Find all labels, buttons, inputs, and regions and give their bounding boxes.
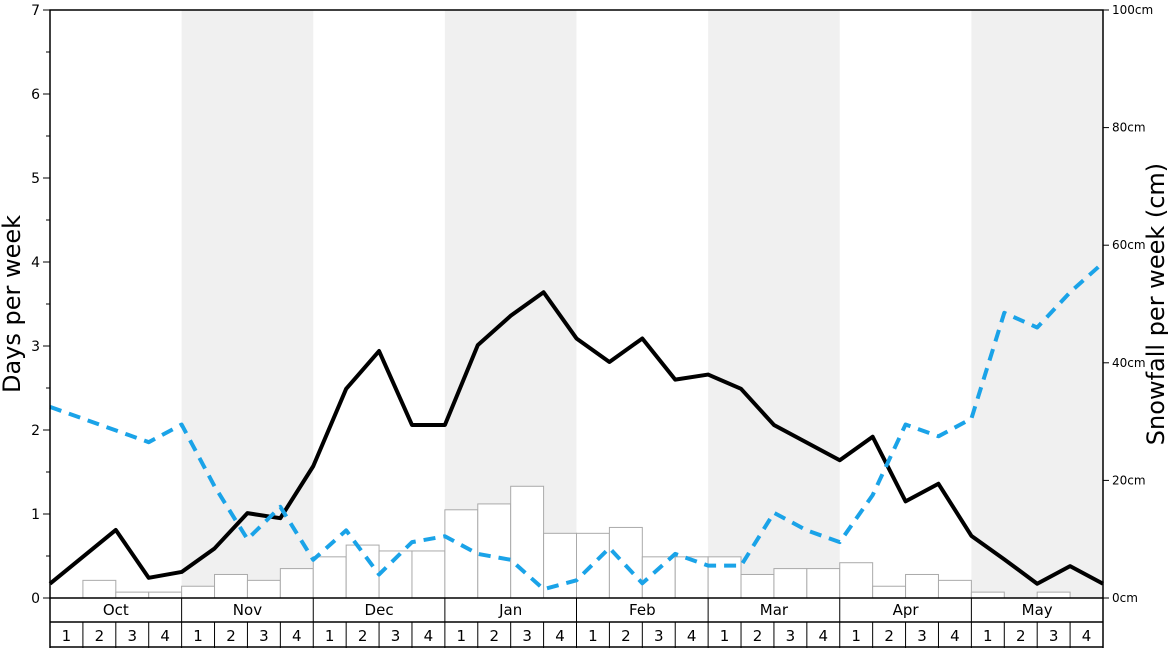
- week-label: 4: [292, 627, 302, 645]
- snowfall-bar: [905, 573, 939, 599]
- snowfall-bar: [444, 509, 479, 599]
- right-tick-label: 100cm: [1112, 3, 1153, 17]
- snowfall-bar: [872, 585, 907, 599]
- week-label: 3: [391, 627, 401, 645]
- week-label: 1: [720, 627, 730, 645]
- snowfall-bar: [312, 556, 347, 599]
- month-band-may: [971, 10, 1103, 598]
- week-label: 4: [950, 627, 960, 645]
- week-label: 2: [489, 627, 499, 645]
- week-label: 1: [325, 627, 335, 645]
- week-label: 3: [786, 627, 796, 645]
- week-label: 3: [259, 627, 269, 645]
- week-label: 1: [983, 627, 993, 645]
- snowfall-bar: [839, 562, 874, 599]
- month-label: Nov: [233, 601, 262, 619]
- week-label: 4: [1082, 627, 1092, 645]
- week-label: 1: [457, 627, 467, 645]
- week-label: 4: [687, 627, 697, 645]
- right-tick-label: 40cm: [1112, 356, 1146, 370]
- snowfall-bar: [608, 526, 643, 599]
- snowfall-bar: [576, 532, 610, 599]
- month-bands: [181, 10, 1103, 598]
- snowfall-bar: [773, 568, 808, 599]
- week-label: 2: [226, 627, 236, 645]
- left-tick-label: 1: [31, 507, 40, 523]
- left-tick-label: 3: [31, 339, 40, 355]
- right-tick-label: 20cm: [1112, 473, 1146, 487]
- days-solid-line: [48, 290, 1104, 586]
- snowfall-bar: [246, 579, 281, 599]
- snowfall-bar: [181, 585, 216, 599]
- x-axis-table: Oct Nov Dec Jan Feb Mar Apr May 1 2 3 4 1 2 3 4 1 2 3 4 1 2 3 4…: [49, 598, 1104, 648]
- snowfall-bar: [937, 579, 972, 599]
- week-label: 4: [160, 627, 170, 645]
- week-label: 2: [621, 627, 631, 645]
- month-label: May: [1022, 601, 1053, 619]
- week-label: 2: [358, 627, 368, 645]
- left-axis-label: Days per week: [0, 215, 26, 393]
- month-band-nov: [181, 10, 314, 598]
- snowfall-dashed-line: [49, 261, 1105, 592]
- snowfall-bar: [82, 579, 117, 599]
- snowfall-bar: [510, 485, 545, 599]
- snowfall-bar: [411, 550, 446, 599]
- week-label: 4: [424, 627, 434, 645]
- month-band-mar: [708, 10, 840, 598]
- right-axis-label: Snowfall per week (cm): [1142, 163, 1168, 445]
- snowfall-bar: [345, 544, 380, 599]
- month-label: Dec: [365, 601, 394, 619]
- month-label: Oct: [103, 601, 129, 619]
- left-tick-label: 6: [31, 87, 40, 103]
- week-label: 2: [753, 627, 763, 645]
- snowfall-bar: [1036, 591, 1071, 599]
- right-tick-label: 0cm: [1112, 591, 1138, 605]
- week-label: 3: [127, 627, 137, 645]
- right-axis: 0cm 20cm 40cm 60cm 80cm 100cm: [1103, 3, 1153, 605]
- left-tick-label: 0: [31, 591, 40, 607]
- week-label: 3: [1049, 627, 1059, 645]
- week-label: 1: [193, 627, 203, 645]
- month-label: Jan: [498, 601, 522, 619]
- snowfall-bar: [740, 573, 775, 599]
- left-tick-label: 7: [31, 3, 40, 19]
- snowfall-bar: [214, 573, 248, 599]
- left-tick-label: 5: [31, 171, 40, 187]
- snowfall-bar: [641, 556, 676, 599]
- left-axis: 0 1 2 3 4 5 6 7: [31, 3, 50, 607]
- week-label: 4: [819, 627, 829, 645]
- snowfall-bar: [707, 556, 742, 599]
- week-label: 2: [1016, 627, 1026, 645]
- snowfall-bar: [477, 503, 512, 599]
- month-label: Mar: [760, 601, 789, 619]
- week-label: 3: [654, 627, 664, 645]
- week-label: 3: [522, 627, 532, 645]
- week-label: 1: [62, 627, 72, 645]
- left-tick-label: 4: [31, 255, 40, 271]
- snowfall-bar: [970, 591, 1005, 599]
- snowfall-bar: [115, 591, 150, 599]
- week-label: 3: [917, 627, 927, 645]
- week-label: 1: [588, 627, 598, 645]
- week-label: 1: [851, 627, 861, 645]
- snowfall-bar: [674, 556, 709, 599]
- snowfall-bar: [279, 568, 314, 599]
- series-lines: [48, 261, 1105, 592]
- week-label: 2: [95, 627, 105, 645]
- snowfall-bar: [806, 568, 841, 599]
- week-label: 4: [555, 627, 565, 645]
- month-label: Feb: [629, 601, 656, 619]
- left-tick-label: 2: [31, 423, 40, 439]
- snowfall-bar: [148, 591, 183, 599]
- right-tick-label: 60cm: [1112, 238, 1146, 252]
- month-label: Apr: [893, 601, 920, 619]
- right-tick-label: 80cm: [1112, 121, 1146, 135]
- week-label: 2: [884, 627, 894, 645]
